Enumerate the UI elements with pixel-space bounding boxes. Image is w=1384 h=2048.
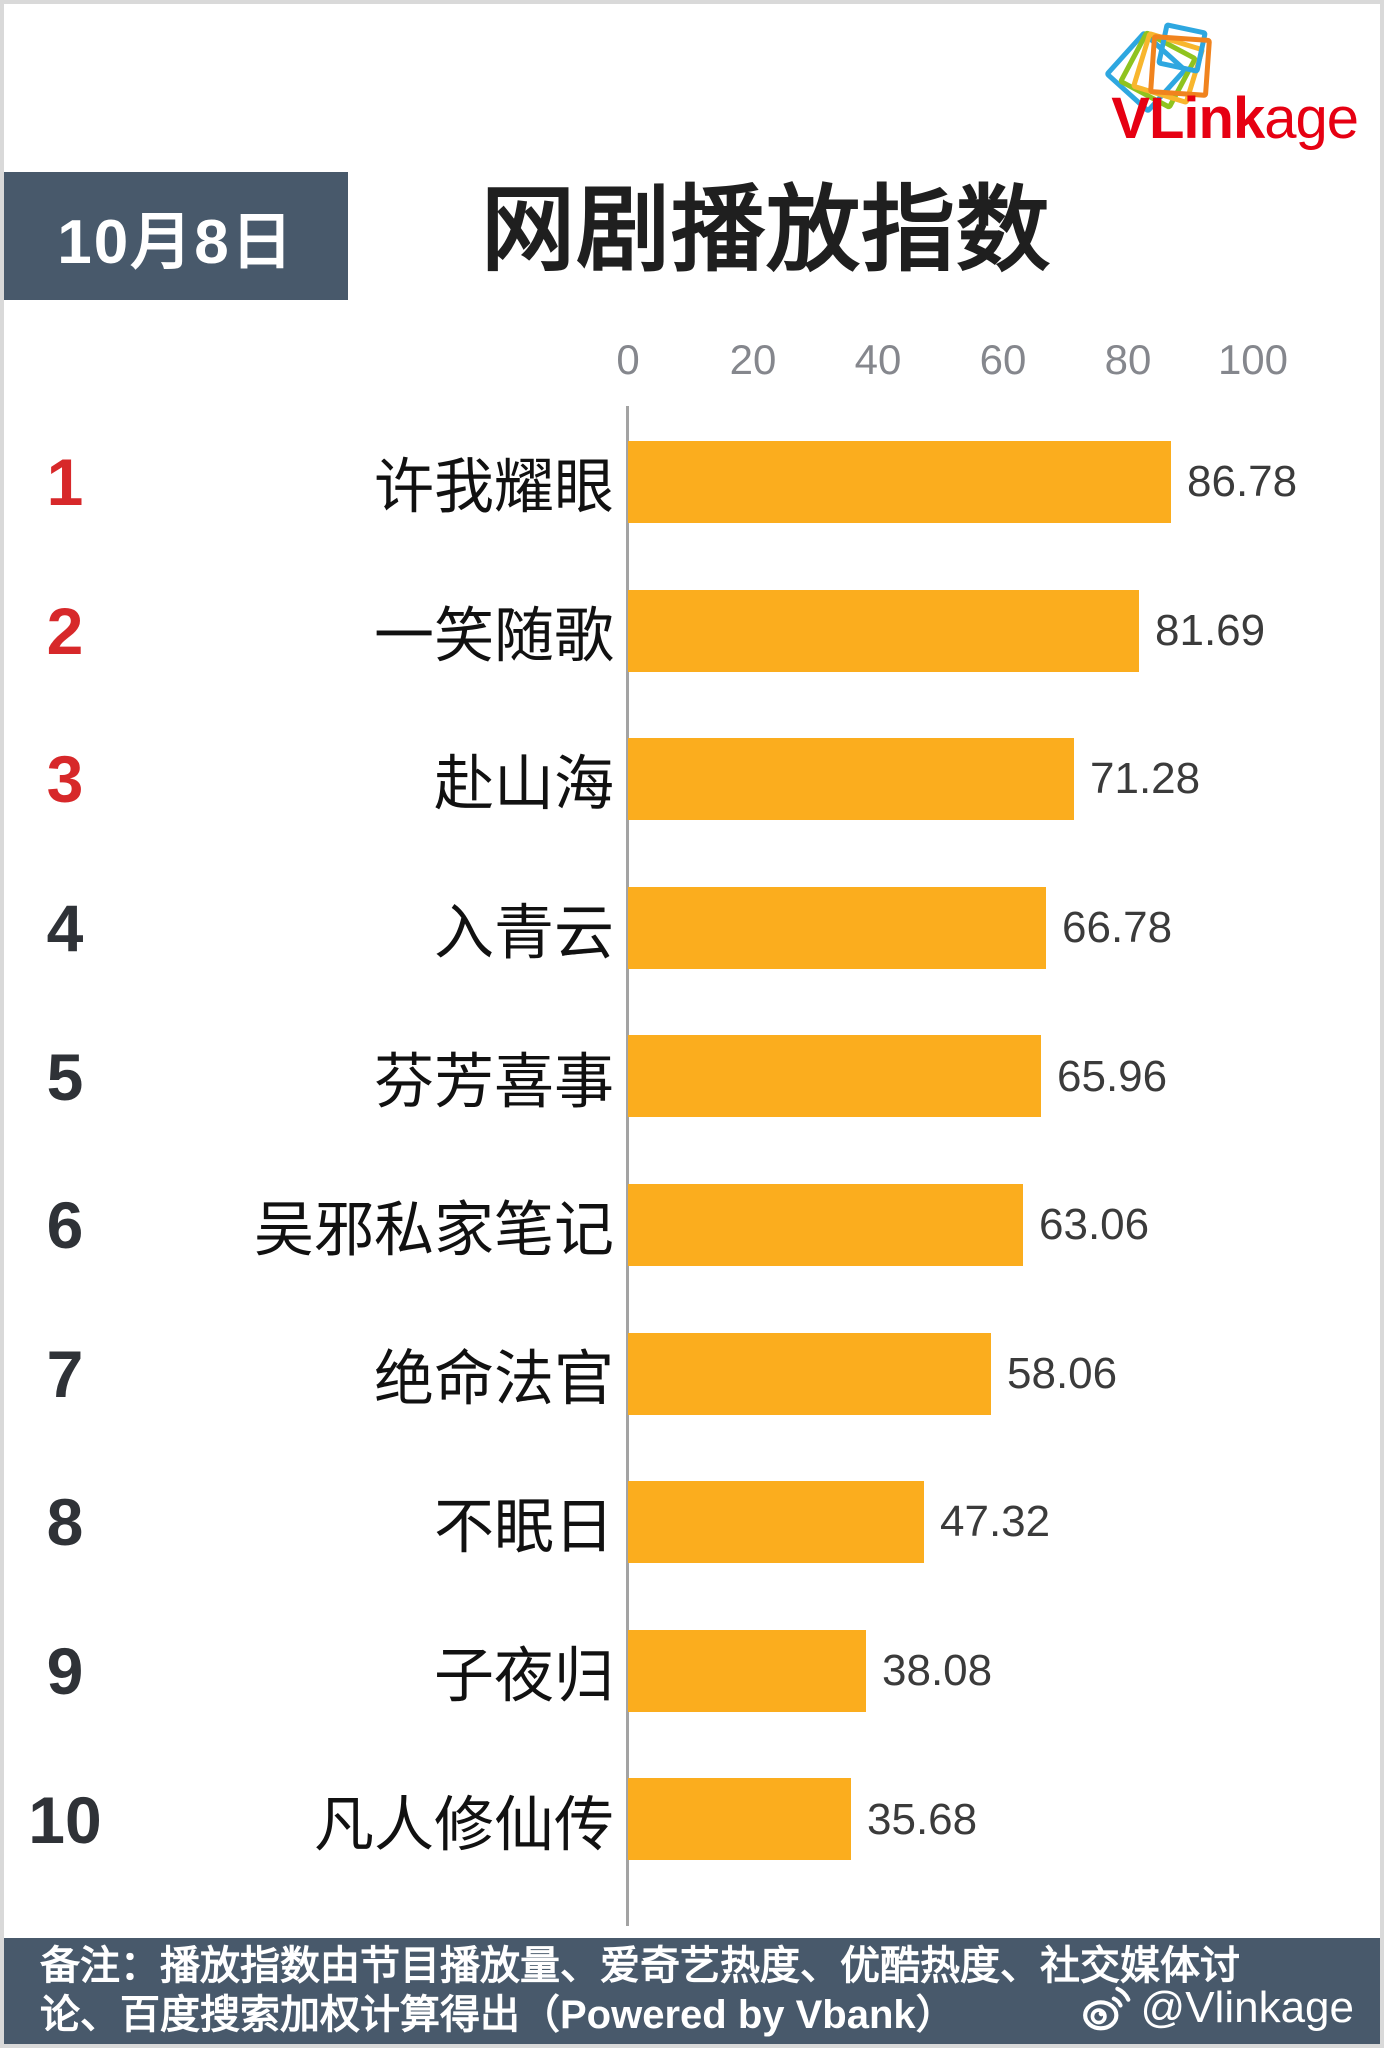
value-label: 38.08 [882, 1646, 993, 1696]
rank-label: 8 [46, 1485, 84, 1560]
table-row: 8 不眠日 47.32 [4, 1448, 1380, 1597]
date-badge: 10月8日 [4, 172, 348, 300]
rank-label: 9 [46, 1634, 84, 1709]
table-row: 6 吴邪私家笔记 63.06 [4, 1151, 1380, 1300]
table-row: 10 凡人修仙传 35.68 [4, 1745, 1380, 1894]
footer: 备注：播放指数由节目播放量、爱奇艺热度、优酷热度、社交媒体讨论、百度搜索加权计算… [4, 1938, 1380, 2044]
value-label: 47.32 [940, 1497, 1051, 1547]
rank-label: 7 [46, 1336, 84, 1411]
bar [628, 1183, 1023, 1266]
table-row: 7 绝命法官 58.06 [4, 1300, 1380, 1449]
show-title: 绝命法官 [374, 1345, 614, 1413]
value-label: 35.68 [867, 1794, 978, 1844]
bar [628, 1481, 924, 1564]
bar [628, 1778, 851, 1861]
vlinkage-logo: VLinkage [1018, 18, 1359, 148]
axis-tick-20: 20 [729, 336, 777, 383]
bar [628, 886, 1046, 969]
weibo-attribution: @Vlinkage [1081, 1982, 1354, 2034]
value-label: 65.96 [1057, 1051, 1168, 1101]
show-title: 子夜归 [434, 1642, 614, 1710]
show-title: 吴邪私家笔记 [254, 1196, 614, 1264]
bar [628, 441, 1171, 523]
vlinkage-logo-text: VLinkage [1111, 90, 1359, 148]
bar-chart: 1 许我耀眼 86.78 2 一笑随歌 81.69 3 赴山海 71.28 4 … [4, 408, 1380, 1894]
axis-baseline [626, 406, 629, 1926]
table-row: 9 子夜归 38.08 [4, 1597, 1380, 1746]
table-row: 5 芬芳喜事 65.96 [4, 1002, 1380, 1151]
table-row: 1 许我耀眼 86.78 [4, 408, 1380, 557]
value-label: 71.28 [1090, 754, 1201, 804]
weibo-icon [1082, 1986, 1130, 2031]
rank-label: 10 [28, 1782, 102, 1857]
show-title: 不眠日 [434, 1493, 614, 1561]
bar [628, 738, 1074, 821]
logo-text-bold: VLink [1111, 86, 1265, 151]
rank-label: 5 [46, 1039, 84, 1114]
show-title: 一笑随歌 [374, 602, 614, 670]
show-title: 凡人修仙传 [314, 1791, 614, 1859]
weibo-handle: @Vlinkage [1140, 1983, 1354, 2032]
table-row: 4 入青云 66.78 [4, 854, 1380, 1003]
axis-tick-0: 0 [616, 336, 640, 383]
value-label: 86.78 [1187, 457, 1298, 507]
value-label: 66.78 [1062, 903, 1173, 953]
rank-label: 6 [46, 1188, 84, 1263]
rank-label: 3 [46, 742, 84, 817]
table-row: 3 赴山海 71.28 [4, 705, 1380, 854]
axis-tick-40: 40 [854, 336, 902, 383]
axis-tick-80: 80 [1104, 336, 1152, 383]
rank-label: 2 [46, 593, 84, 668]
show-title: 入青云 [434, 899, 614, 967]
table-row: 2 一笑随歌 81.69 [4, 557, 1380, 706]
rank-label: 1 [46, 445, 84, 520]
bar [628, 1332, 991, 1415]
show-title: 许我耀眼 [374, 453, 614, 521]
logo-text-regular: age [1264, 86, 1359, 151]
bar [628, 589, 1139, 672]
infographic-canvas: VLinkage 10月8日 网剧播放指数 0 20 40 60 80 100 … [4, 4, 1380, 2044]
axis-tick-100: 100 [1217, 336, 1289, 383]
footer-note: 备注：播放指数由节目播放量、爱奇艺热度、优酷热度、社交媒体讨论、百度搜索加权计算… [40, 1944, 1240, 2037]
rank-label: 4 [46, 891, 84, 966]
bar [628, 1629, 866, 1712]
value-label: 81.69 [1155, 605, 1266, 655]
axis-tick-60: 60 [979, 336, 1027, 383]
show-title: 芬芳喜事 [374, 1048, 614, 1116]
value-label: 63.06 [1039, 1200, 1150, 1250]
value-label: 58.06 [1007, 1348, 1118, 1398]
bar [628, 1035, 1041, 1118]
show-title: 赴山海 [434, 750, 614, 818]
page-title: 网剧播放指数 [480, 177, 1052, 282]
